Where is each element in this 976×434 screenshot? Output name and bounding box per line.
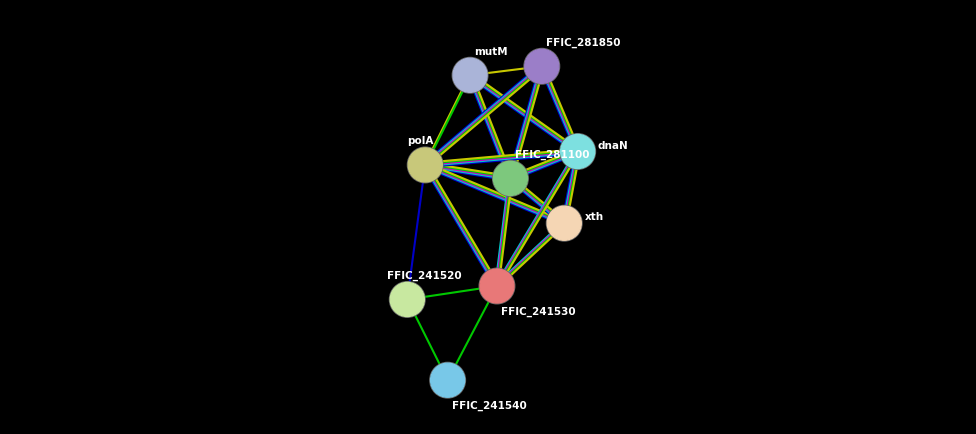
Circle shape: [548, 207, 582, 241]
Text: xth: xth: [585, 212, 603, 222]
Circle shape: [390, 283, 425, 317]
Text: FFIC_241530: FFIC_241530: [502, 306, 576, 316]
Text: FFIC_281850: FFIC_281850: [547, 37, 621, 48]
Circle shape: [408, 148, 442, 183]
Text: polA: polA: [407, 136, 433, 146]
Circle shape: [560, 135, 594, 169]
Text: FFIC_281100: FFIC_281100: [515, 149, 590, 159]
Text: dnaN: dnaN: [598, 141, 629, 151]
Text: mutM: mutM: [474, 46, 508, 56]
Circle shape: [480, 270, 514, 303]
Text: FFIC_241540: FFIC_241540: [452, 400, 527, 410]
Text: FFIC_241520: FFIC_241520: [387, 270, 462, 280]
Circle shape: [494, 162, 527, 196]
Circle shape: [430, 363, 465, 397]
Circle shape: [453, 59, 487, 93]
Circle shape: [525, 50, 559, 84]
